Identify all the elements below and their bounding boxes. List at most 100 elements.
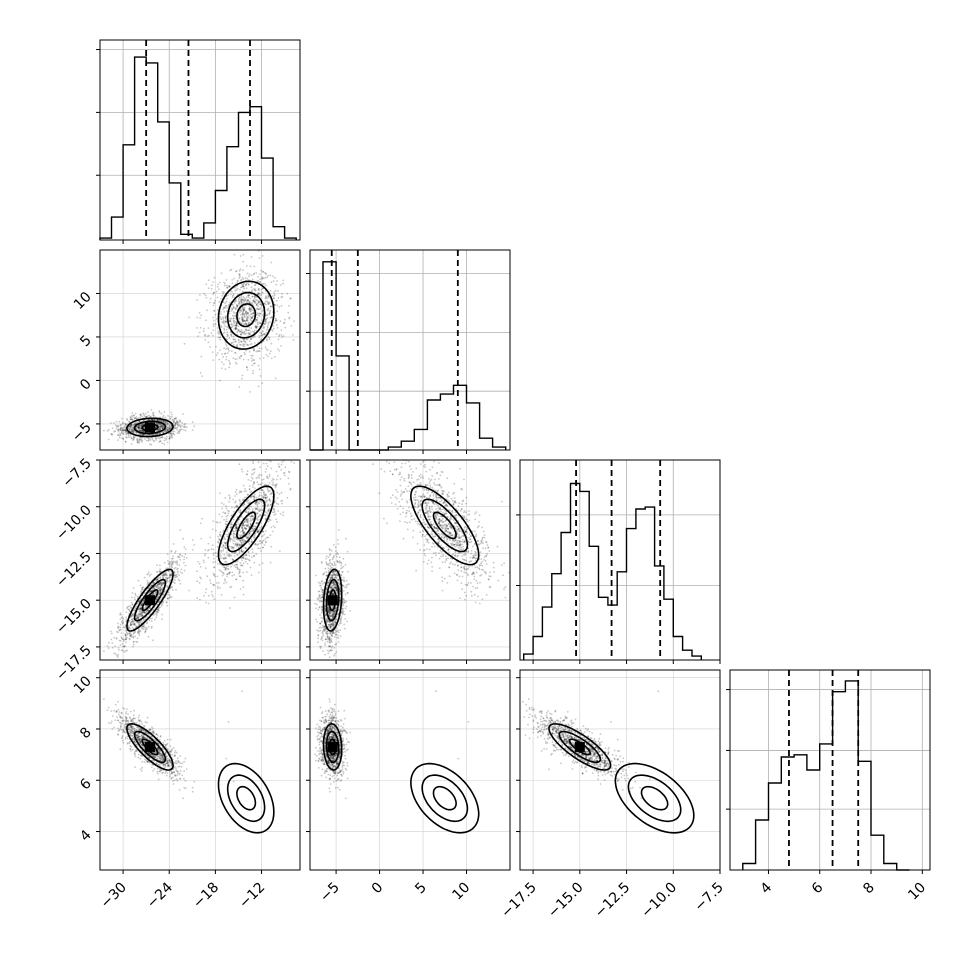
sample-point	[172, 562, 174, 565]
sample-point	[141, 587, 144, 589]
sample-point	[337, 637, 340, 639]
sample-point	[249, 522, 252, 525]
sample-point	[142, 600, 145, 602]
sample-point	[333, 610, 336, 612]
sample-point	[169, 587, 172, 589]
sample-point	[223, 566, 226, 569]
sample-point	[332, 626, 335, 629]
sample-point	[168, 563, 171, 565]
sample-point	[124, 629, 127, 631]
sample-point	[252, 336, 255, 338]
sample-point	[131, 424, 134, 427]
sample-point	[244, 312, 247, 315]
sample-point	[321, 596, 323, 599]
sample-point	[141, 429, 143, 432]
sample-point	[143, 576, 146, 579]
sample-point	[128, 420, 131, 423]
sample-point	[139, 607, 141, 610]
sample-point	[130, 621, 133, 623]
sample-point	[154, 591, 157, 594]
sample-point	[229, 537, 232, 539]
sample-point	[251, 551, 254, 553]
sample-point	[235, 303, 238, 306]
sample-point	[248, 350, 251, 353]
sample-point	[162, 583, 165, 585]
sample-point	[169, 433, 172, 435]
sample-point	[326, 584, 329, 587]
sample-point	[130, 437, 133, 440]
sample-point	[231, 303, 234, 306]
sample-point	[244, 320, 246, 322]
sample-point	[134, 631, 136, 634]
sample-point	[144, 611, 147, 614]
sample-point	[244, 527, 247, 529]
sample-point	[151, 433, 153, 436]
sample-point	[263, 302, 266, 305]
sample-point	[138, 612, 141, 615]
sample-point	[246, 521, 249, 523]
sample-point	[235, 526, 238, 529]
sample-point	[228, 607, 231, 609]
sample-point	[160, 436, 163, 439]
sample-point	[138, 621, 141, 623]
sample-point	[130, 618, 133, 621]
sample-point	[176, 563, 179, 566]
sample-point	[243, 282, 246, 285]
sample-point	[176, 432, 179, 434]
sample-point	[247, 329, 249, 332]
sample-point	[125, 436, 128, 439]
sample-point	[241, 283, 243, 286]
panel-frame	[309, 249, 511, 451]
sample-point	[232, 552, 235, 555]
sample-point	[162, 574, 165, 577]
sample-point	[265, 348, 268, 350]
sample-point	[228, 285, 230, 287]
sample-point	[203, 594, 205, 597]
sample-point	[248, 306, 251, 309]
sample-point	[176, 561, 179, 564]
sample-point	[232, 341, 235, 344]
sample-point	[272, 508, 275, 511]
sample-point	[159, 428, 162, 431]
sample-point	[249, 491, 252, 494]
sample-point	[166, 441, 169, 444]
sample-point	[271, 483, 274, 486]
sample-point	[222, 544, 225, 547]
sample-point	[172, 430, 174, 433]
sample-point	[338, 570, 341, 572]
sample-point	[321, 589, 324, 591]
sample-point	[150, 620, 153, 623]
sample-point	[221, 546, 224, 548]
sample-point	[241, 285, 244, 288]
sample-point	[169, 574, 171, 577]
sample-point	[161, 618, 163, 621]
sample-point	[175, 588, 177, 591]
sample-point	[219, 336, 222, 339]
sample-point	[239, 503, 241, 505]
sample-point	[137, 426, 140, 429]
sample-point	[261, 540, 264, 542]
sample-point	[212, 520, 215, 522]
sample-point	[208, 549, 210, 551]
sample-point	[130, 418, 133, 421]
sample-point	[332, 610, 335, 613]
sample-point	[124, 429, 126, 432]
sample-point	[241, 315, 244, 318]
sample-point	[262, 495, 265, 498]
sample-point	[270, 357, 273, 360]
sample-point	[143, 415, 146, 418]
sample-point	[250, 574, 253, 577]
sample-point	[264, 300, 267, 303]
sample-point	[335, 651, 338, 653]
sample-point	[152, 609, 155, 611]
sample-point	[119, 424, 122, 426]
sample-point	[242, 531, 244, 533]
sample-point	[198, 331, 201, 334]
sample-point	[238, 273, 241, 275]
sample-point	[251, 514, 254, 517]
sample-point	[218, 358, 221, 361]
sample-point	[242, 343, 245, 346]
sample-point	[222, 511, 225, 514]
sample-point	[321, 583, 324, 585]
sample-point	[250, 556, 253, 559]
